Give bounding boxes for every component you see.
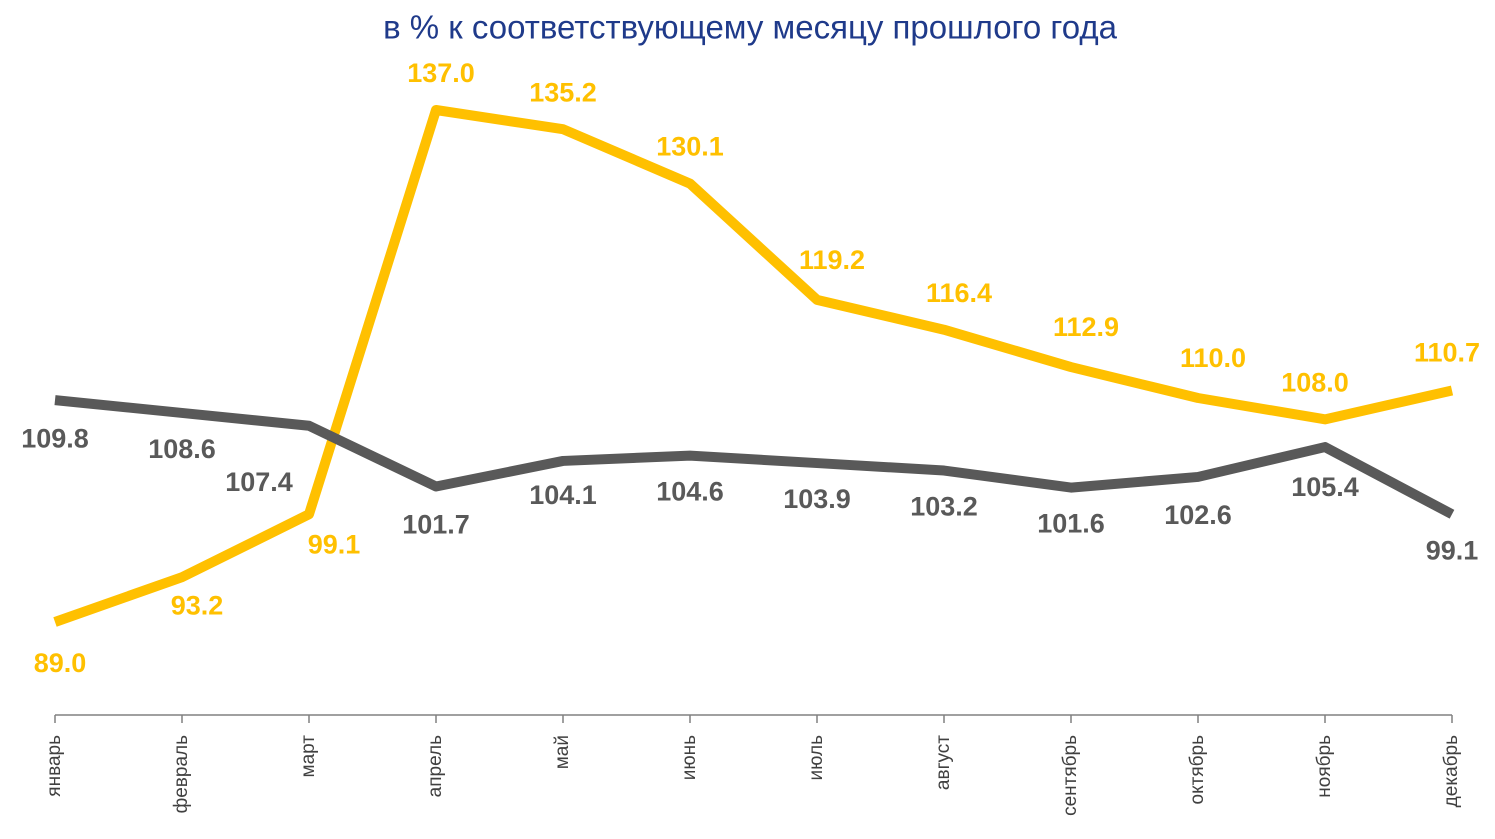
x-tick-label: ноябрь [1314,735,1335,798]
data-label: 108.0 [1281,367,1349,397]
x-tick-label: июнь [679,735,700,780]
x-tick-label: май [552,735,573,769]
series-line [53,105,1454,627]
x-tick-label: апрель [425,735,446,797]
x-tick-label: октябрь [1187,735,1208,805]
data-label: 116.4 [926,278,992,308]
data-label: 101.7 [402,510,470,540]
data-label: 108.6 [148,434,216,464]
data-label: 101.6 [1037,509,1105,539]
series-line [54,395,1455,519]
data-label: 110.7 [1414,338,1480,368]
x-tick-label: сентябрь [1060,735,1081,816]
data-label: 99.1 [1426,535,1479,565]
data-label: 112.9 [1053,312,1119,342]
data-label: 105.4 [1291,472,1359,502]
data-label: 103.2 [910,492,978,522]
x-tick-label: февраль [171,735,192,814]
data-label: 104.1 [529,480,597,510]
data-label: 103.9 [783,484,851,514]
data-label: 109.8 [21,423,89,453]
data-label: 89.0 [34,648,87,678]
x-tick-label: август [933,735,954,790]
data-label: 102.6 [1164,500,1232,530]
data-label: 99.1 [308,529,361,559]
x-tick-label: декабрь [1441,735,1462,807]
x-tick-label: январь [44,735,65,797]
chart-title: в % к соответствующему месяцу прошлого г… [383,9,1118,46]
data-label: 130.1 [656,132,724,162]
x-tick-label: март [298,735,319,778]
data-label: 137.0 [407,58,475,88]
data-label: 110.0 [1180,343,1246,373]
data-label: 104.6 [656,477,724,507]
data-label: 93.2 [171,590,224,620]
data-label: 107.4 [225,467,293,497]
data-label: 135.2 [529,77,597,107]
x-tick-label: июль [806,735,827,781]
data-label: 119.2 [799,245,865,275]
